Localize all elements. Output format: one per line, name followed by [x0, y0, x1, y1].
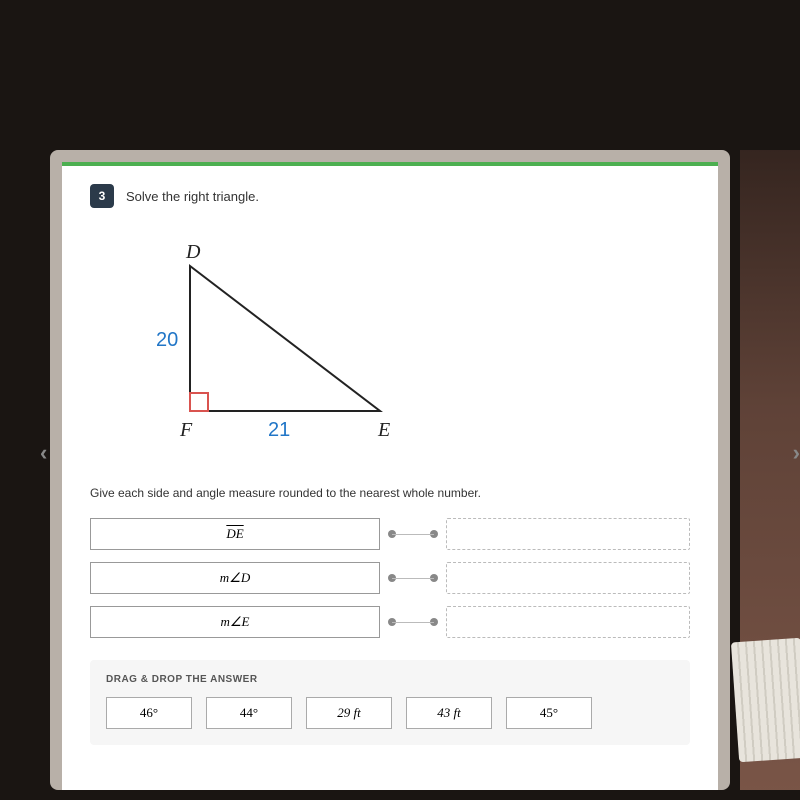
connector-icon	[388, 619, 438, 625]
side-DF-label: 20	[156, 329, 178, 351]
tablet-frame: 3 Solve the right triangle. D F E 20 21 …	[50, 150, 730, 790]
side-FE-label: 21	[268, 419, 290, 441]
match-row: m∠D	[90, 562, 690, 594]
answer-chip[interactable]: 29 ft	[306, 697, 392, 729]
drag-drop-heading: DRAG & DROP THE ANSWER	[106, 674, 674, 685]
match-label-angle-E: m∠E	[90, 606, 380, 638]
instruction-text: Give each side and angle measure rounded…	[90, 486, 690, 500]
right-angle-icon	[190, 393, 208, 411]
prev-question-arrow[interactable]: ‹	[40, 440, 47, 466]
triangle-diagram: D F E 20 21	[150, 236, 410, 456]
vertex-F-label: F	[179, 419, 193, 441]
drop-target-angle-E[interactable]	[446, 606, 690, 638]
progress-bar	[62, 162, 718, 166]
connector-icon	[388, 531, 438, 537]
screen: 3 Solve the right triangle. D F E 20 21 …	[62, 162, 718, 790]
answer-chips-row: 46° 44° 29 ft 43 ft 45°	[106, 697, 674, 729]
vertex-E-label: E	[377, 419, 390, 441]
triangle-shape	[190, 266, 380, 411]
drag-drop-section: DRAG & DROP THE ANSWER 46° 44° 29 ft 43 …	[90, 660, 690, 745]
drop-target-DE[interactable]	[446, 518, 690, 550]
match-row: DE	[90, 518, 690, 550]
drop-target-angle-D[interactable]	[446, 562, 690, 594]
answer-chip[interactable]: 44°	[206, 697, 292, 729]
background-keyboard	[731, 638, 800, 763]
match-label-angle-D: m∠D	[90, 562, 380, 594]
matching-area: DE m∠D m∠E	[90, 518, 690, 638]
next-question-arrow[interactable]: ›	[793, 440, 800, 466]
connector-icon	[388, 575, 438, 581]
vertex-D-label: D	[185, 241, 201, 263]
question-prompt: Solve the right triangle.	[126, 189, 259, 204]
match-row: m∠E	[90, 606, 690, 638]
question-header: 3 Solve the right triangle.	[90, 184, 690, 208]
answer-chip[interactable]: 45°	[506, 697, 592, 729]
match-label-DE: DE	[90, 518, 380, 550]
answer-chip[interactable]: 43 ft	[406, 697, 492, 729]
answer-chip[interactable]: 46°	[106, 697, 192, 729]
question-number-badge: 3	[90, 184, 114, 208]
